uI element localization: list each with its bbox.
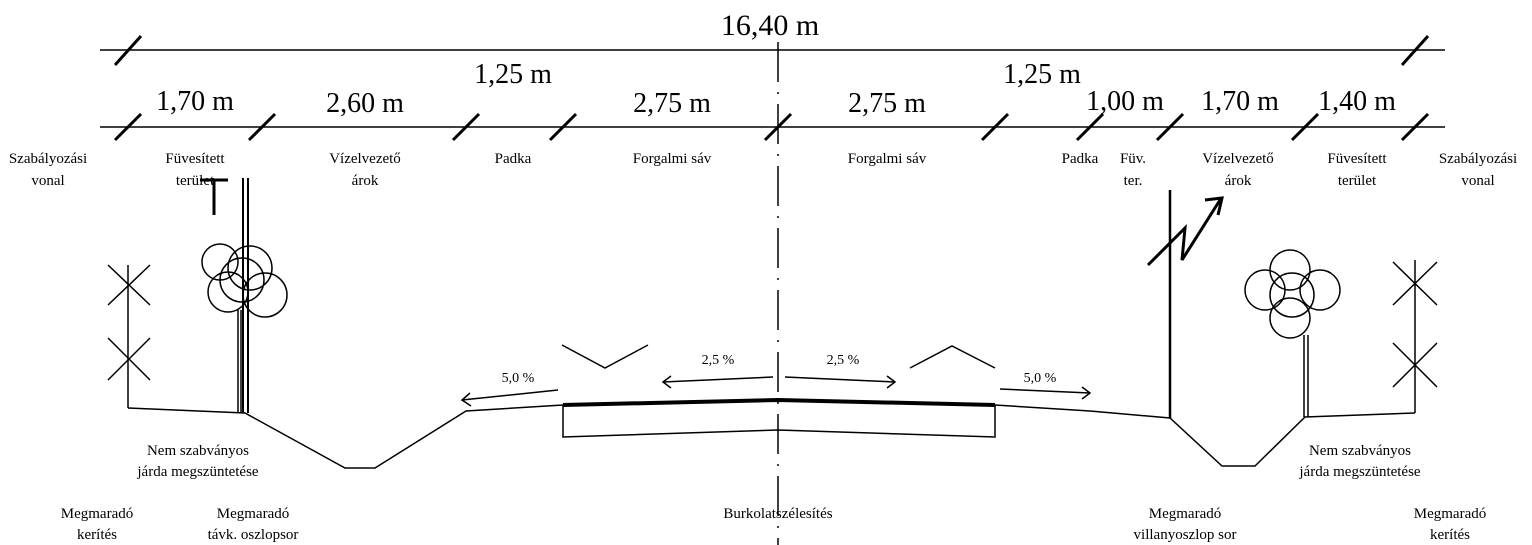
dimension-label: 2,75 m <box>848 88 926 119</box>
note-label: Burkolatszélesítés <box>723 506 832 522</box>
note-label: Megmaradó <box>1414 506 1486 522</box>
dimension-label: 1,25 m <box>474 59 552 90</box>
dimension-label: 1,25 m <box>1003 59 1081 90</box>
zone-label: Füvesített <box>1327 151 1387 167</box>
zone-label: Forgalmi sáv <box>848 151 927 167</box>
zone-label: Vízelvezető <box>1202 151 1274 167</box>
dimension-label: 2,75 m <box>633 88 711 119</box>
slope-label: 5,0 % <box>502 371 535 386</box>
zone-label: árok <box>1225 173 1252 189</box>
zone-label: Szabályozási <box>9 151 87 167</box>
drawing <box>100 42 1445 545</box>
note-label: Megmaradó <box>1149 506 1221 522</box>
zone-label: terület <box>176 173 215 189</box>
slope-label: 2,5 % <box>702 353 735 368</box>
note-label: Nem szabványos <box>1309 443 1411 459</box>
zone-label: Vízelvezető <box>329 151 401 167</box>
zone-label: Padka <box>495 151 532 167</box>
note-label: távk. oszlopsor <box>208 527 299 543</box>
note-label: Nem szabványos <box>147 443 249 459</box>
note-label: Megmaradó <box>217 506 289 522</box>
note-label: járda megszüntetése <box>136 464 259 480</box>
zone-label: vonal <box>31 173 64 189</box>
note-label: járda megszüntetése <box>1298 464 1421 480</box>
note-label: Megmaradó <box>61 506 133 522</box>
dimension-label: 1,40 m <box>1318 86 1396 117</box>
dimension-label: 1,70 m <box>1201 86 1279 117</box>
zone-label: árok <box>352 173 379 189</box>
slope-label: 2,5 % <box>827 353 860 368</box>
zone-label: vonal <box>1461 173 1494 189</box>
zone-label: Padka <box>1062 151 1099 167</box>
dimension-label: 1,70 m <box>156 86 234 117</box>
slope-label: 5,0 % <box>1024 371 1057 386</box>
zone-label: terület <box>1338 173 1377 189</box>
zone-label: ter. <box>1124 173 1143 189</box>
zone-label: Füv. <box>1120 151 1146 167</box>
overall-width: 16,40 m <box>721 9 819 42</box>
note-label: kerítés <box>77 527 117 543</box>
zone-label: Szabályozási <box>1439 151 1517 167</box>
zone-label: Forgalmi sáv <box>633 151 712 167</box>
dimension-label: 2,60 m <box>326 88 404 119</box>
note-label: kerítés <box>1430 527 1470 543</box>
zone-label: Füvesített <box>165 151 225 167</box>
dimension-label: 1,00 m <box>1086 86 1164 117</box>
note-label: villanyoszlop sor <box>1134 527 1237 543</box>
dimension-ticks <box>113 34 1430 142</box>
